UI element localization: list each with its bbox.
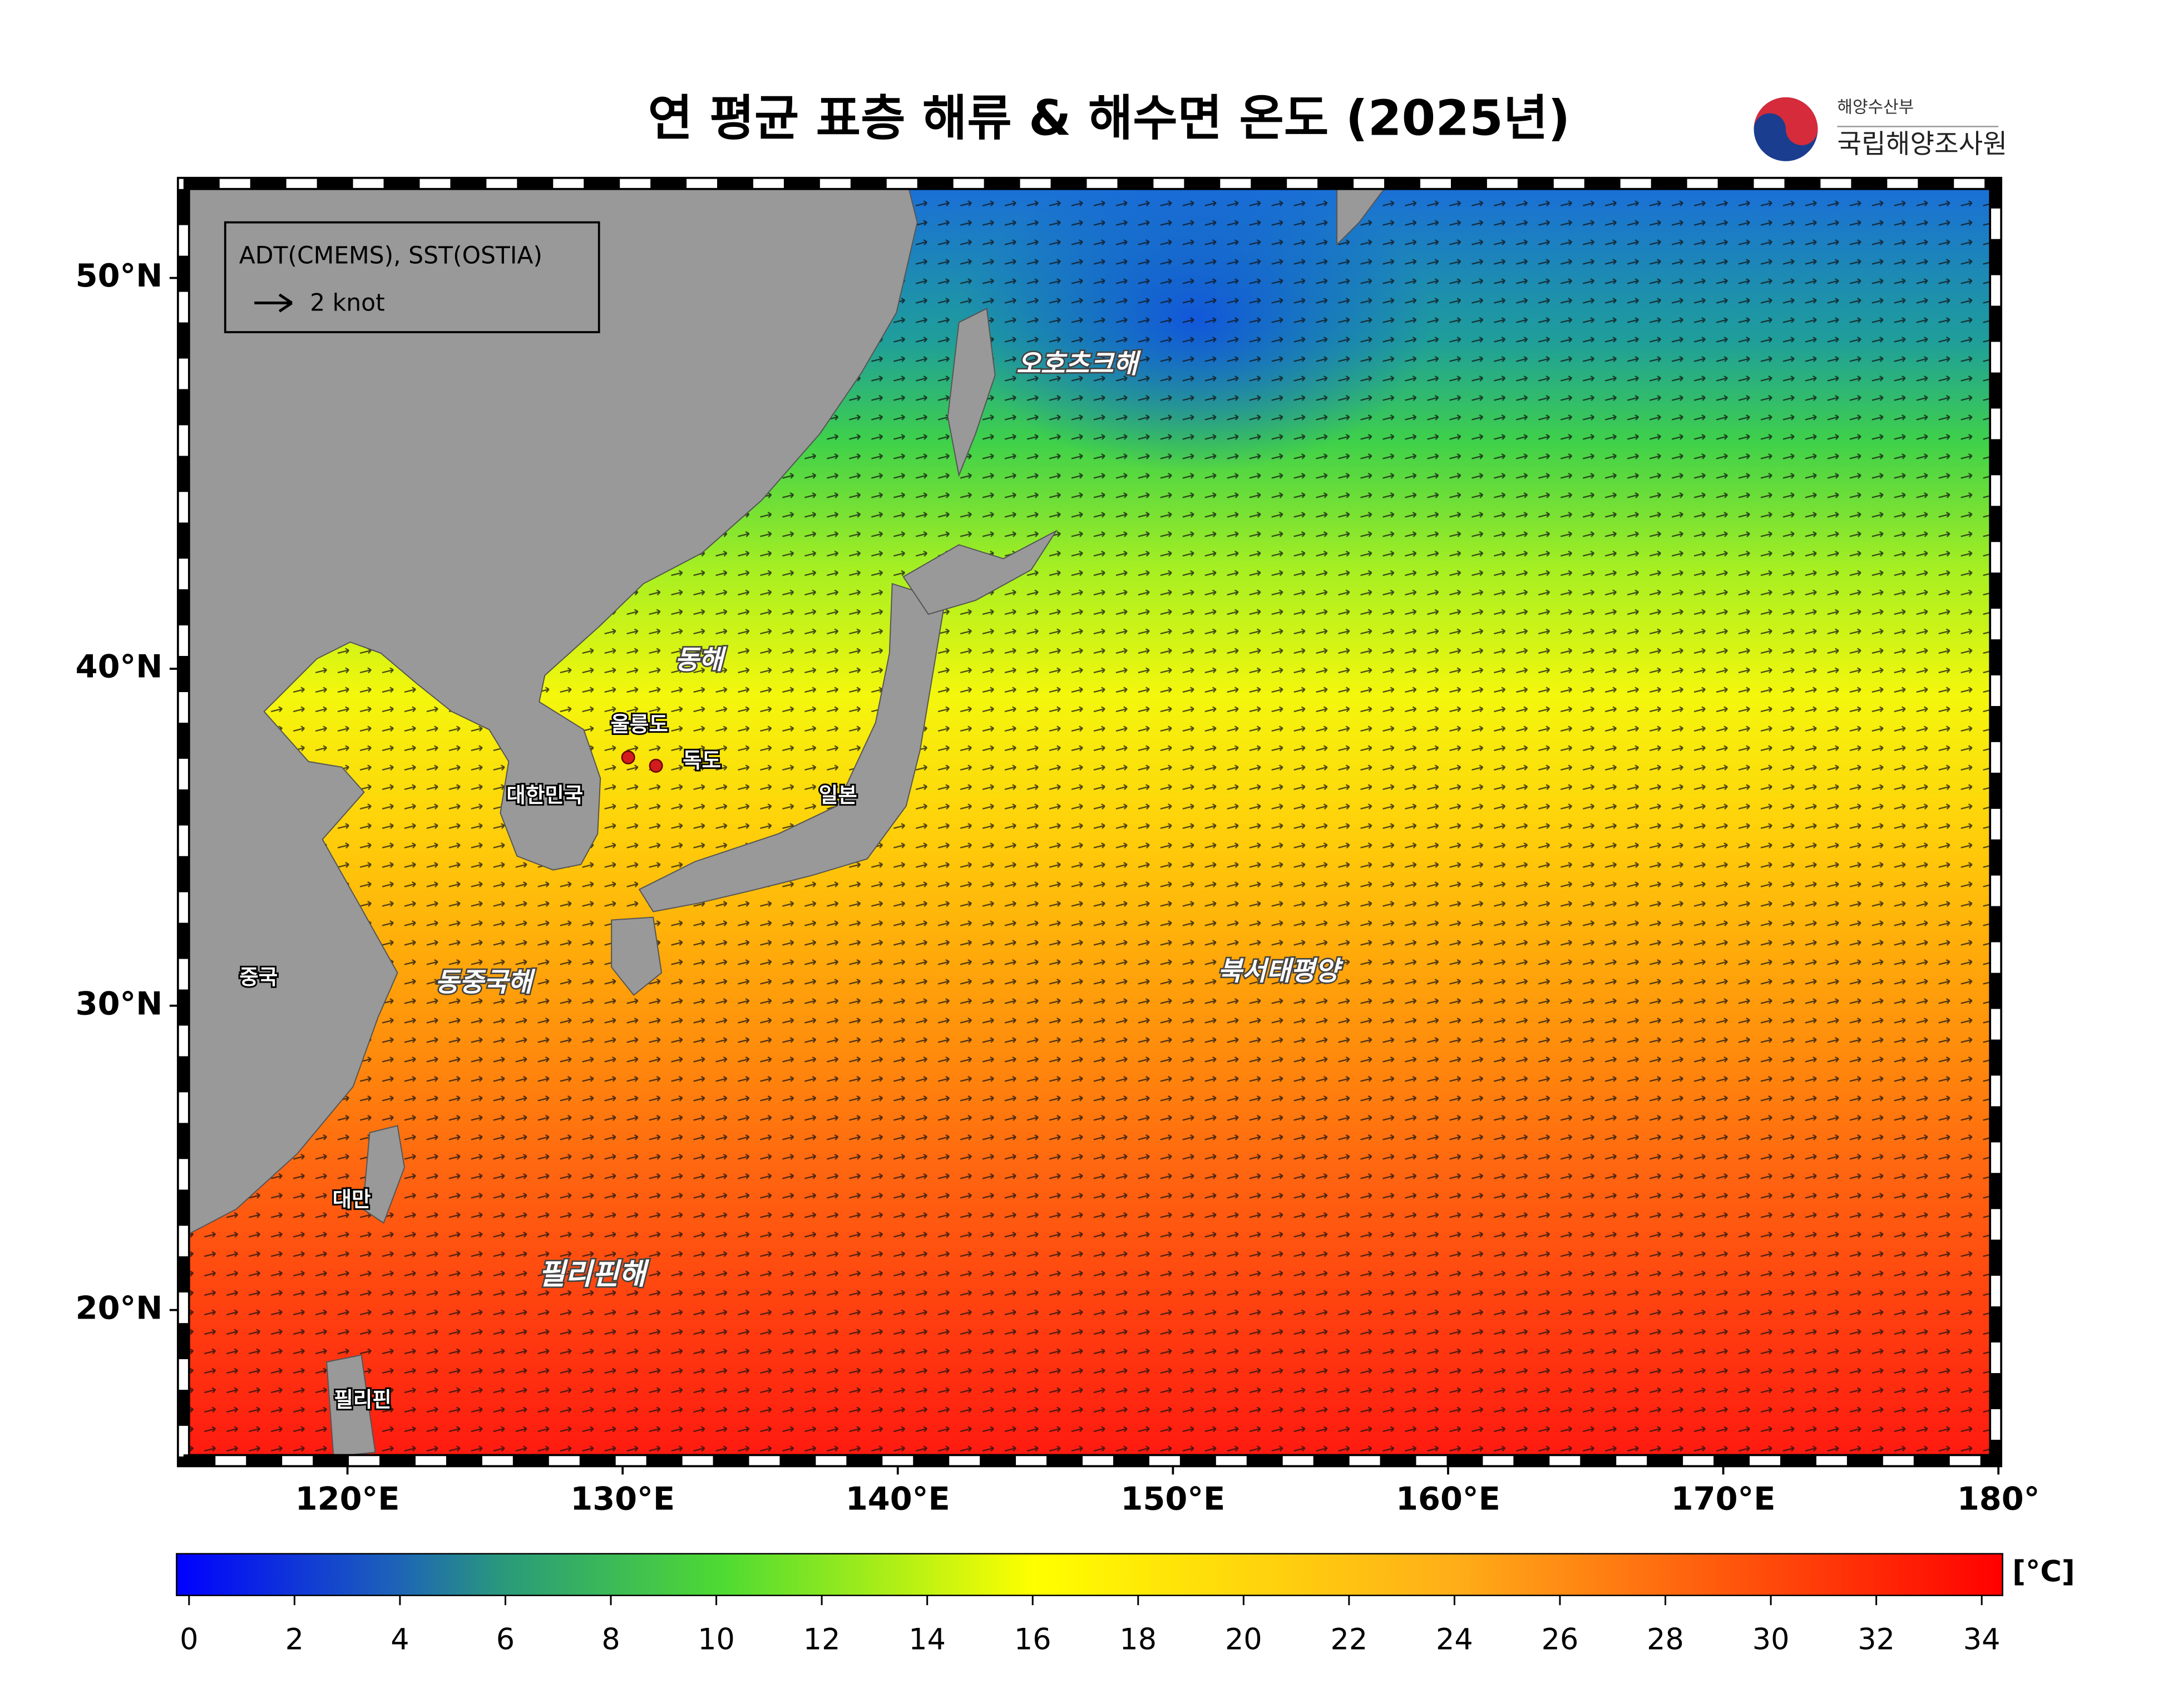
land [189, 189, 1385, 1455]
kyushu [611, 916, 663, 996]
kamchatka [1336, 189, 1385, 246]
colorbar-tick-label: 0 [180, 1623, 198, 1657]
colorbar-tick-label: 22 [1331, 1623, 1368, 1657]
colorbar-tick-label: 30 [1752, 1623, 1790, 1657]
place-labels: 오호츠크해 동해 울릉도 독도 대한민국 일본 중국 동중국해 북서태평양 대만… [238, 347, 1345, 1413]
colorbar-tick-label: 2 [285, 1623, 304, 1657]
colorbar-tick-label: 16 [1014, 1623, 1051, 1657]
x-tick-label: 160°E [1396, 1480, 1500, 1517]
legend-source: ADT(CMEMS), SST(OSTIA) [239, 243, 542, 270]
place-label: 울릉도 [610, 712, 668, 736]
x-tick-label: 150°E [1120, 1480, 1225, 1517]
colorbar-tick-label: 24 [1436, 1623, 1473, 1657]
colorbar-tick-label: 10 [698, 1623, 735, 1657]
frame-outer [176, 176, 2003, 1468]
x-tick-label: 120°E [295, 1480, 400, 1517]
map-frame [176, 176, 2003, 1468]
sakhalin [947, 308, 996, 477]
dokdo-marker [649, 758, 663, 773]
place-label: 독도 [683, 748, 721, 772]
colorbar-tick-label: 18 [1119, 1623, 1157, 1657]
colorbar-tick-label: 14 [908, 1623, 946, 1657]
y-tick-label: 40°N [76, 648, 163, 685]
chart-title: 연 평균 표층 해류 & 해수면 온도 (2025년) [648, 90, 1571, 146]
colorbar-tick-label: 28 [1647, 1623, 1684, 1657]
logo-ministry: 해양수산부 [1837, 97, 1914, 117]
legend-box [224, 221, 600, 333]
ulleungdo-marker [621, 750, 635, 764]
colorbar-tick-label: 8 [601, 1623, 620, 1657]
x-tick-label: 130°E [570, 1480, 675, 1517]
colorbar-unit: [°C] [2012, 1554, 2075, 1588]
place-label: 대한민국 [506, 783, 583, 807]
colorbar-gradient [176, 1553, 2003, 1596]
asia-mainland [189, 189, 918, 1235]
logo-agency: 국립해양조사원 [1837, 129, 2007, 160]
place-label: 대만 [333, 1187, 371, 1212]
place-label: 필리핀 [334, 1387, 391, 1411]
place-label: 일본 [819, 783, 857, 807]
place-label: 동중국해 [435, 967, 536, 998]
colorbar-tick-label: 12 [803, 1623, 841, 1657]
honshu [638, 583, 946, 912]
colorbar: [°C] 0 2 4 6 8 10 12 14 16 18 20 22 24 26 28 30 32 34 [176, 1553, 2075, 1657]
colorbar-tick-label: 20 [1225, 1623, 1262, 1657]
colorbar-tick-label: 32 [1858, 1623, 1895, 1657]
legend: ADT(CMEMS), SST(OSTIA) 2 knot [224, 221, 600, 333]
x-tick-label: 180° [1957, 1480, 2040, 1517]
x-tick-label: 140°E [846, 1480, 950, 1517]
place-label: 필리핀해 [539, 1257, 650, 1291]
hokkaido [902, 529, 1058, 615]
place-label: 중국 [239, 965, 278, 989]
taiwan-island [362, 1125, 406, 1224]
map-area [189, 189, 1991, 1455]
axes: 120°E 130°E 140°E 150°E 160°E 170°E 180° 20°N 30… [76, 257, 2040, 1517]
colorbar-tick-label: 6 [496, 1623, 515, 1657]
place-label: 동해 [675, 645, 727, 675]
logo-emblem-top [1754, 97, 1818, 146]
frame-band [177, 177, 2002, 1467]
colorbar-tick-label: 34 [1963, 1623, 2001, 1657]
place-label: 오호츠크해 [1016, 349, 1142, 379]
frame-inner [187, 187, 1992, 1457]
colorbar-tick-label: 4 [391, 1623, 409, 1657]
legend-arrow-label: 2 knot [310, 290, 385, 317]
luzon [326, 1354, 376, 1455]
place-label: 북서태평양 [1218, 956, 1344, 987]
y-tick-label: 20°N [76, 1289, 163, 1326]
y-tick-label: 30°N [76, 985, 163, 1022]
legend-arrow [254, 293, 293, 313]
colorbar-tick-label: 26 [1542, 1623, 1579, 1657]
y-tick-label: 50°N [76, 257, 163, 294]
logo: 해양수산부 국립해양조사원 [1754, 97, 2007, 161]
x-tick-label: 170°E [1671, 1480, 1776, 1517]
